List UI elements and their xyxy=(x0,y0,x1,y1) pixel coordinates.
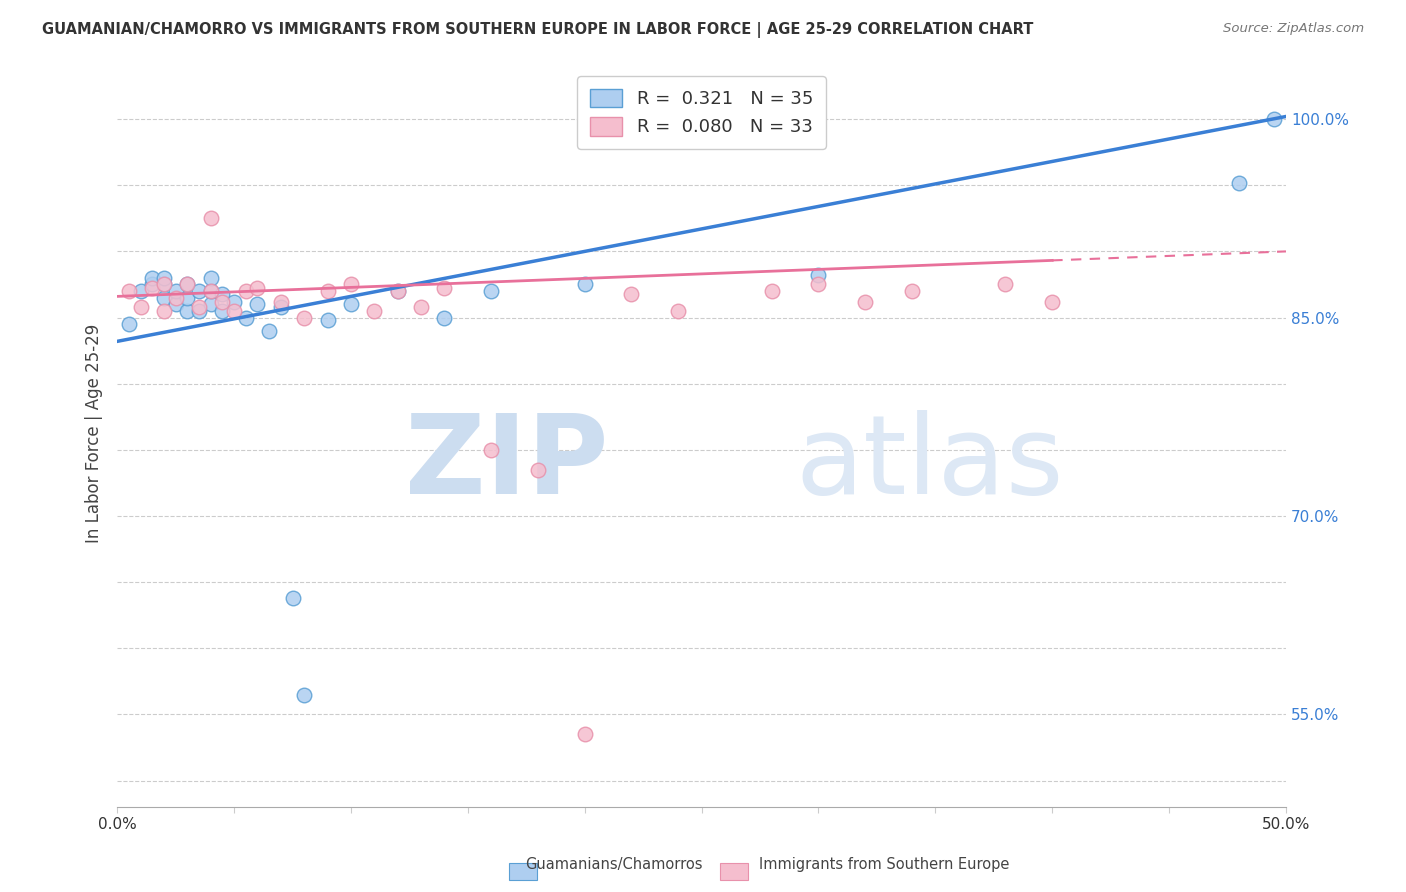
Point xyxy=(141,277,163,292)
Point xyxy=(141,281,163,295)
Point xyxy=(176,277,198,292)
Point xyxy=(165,284,187,298)
Point xyxy=(153,271,176,285)
Point xyxy=(387,284,409,298)
Point xyxy=(292,310,315,325)
Point xyxy=(211,286,233,301)
Text: ZIP: ZIP xyxy=(405,409,607,516)
Text: Guamanians/Chamorros: Guamanians/Chamorros xyxy=(526,857,703,872)
Point xyxy=(316,284,339,298)
Point xyxy=(270,294,292,309)
Point xyxy=(188,300,211,314)
Point xyxy=(200,297,222,311)
Point xyxy=(853,294,876,309)
Point xyxy=(153,277,176,292)
Point xyxy=(807,268,830,283)
Point xyxy=(235,284,257,298)
Point xyxy=(188,284,211,298)
Point xyxy=(200,284,222,298)
Point xyxy=(433,281,456,295)
Point xyxy=(1040,294,1063,309)
Point xyxy=(211,294,233,309)
Point xyxy=(246,297,269,311)
Text: atlas: atlas xyxy=(794,409,1063,516)
Legend: R =  0.321   N = 35, R =  0.080   N = 33: R = 0.321 N = 35, R = 0.080 N = 33 xyxy=(578,76,825,149)
Point xyxy=(340,297,363,311)
Point xyxy=(246,281,269,295)
Point xyxy=(316,313,339,327)
Point xyxy=(574,277,596,292)
Point xyxy=(257,324,280,338)
Point xyxy=(188,304,211,318)
Point xyxy=(270,300,292,314)
Point xyxy=(176,277,198,292)
Y-axis label: In Labor Force | Age 25-29: In Labor Force | Age 25-29 xyxy=(86,324,103,543)
Text: Source: ZipAtlas.com: Source: ZipAtlas.com xyxy=(1223,22,1364,36)
Point xyxy=(211,304,233,318)
Point xyxy=(479,284,502,298)
Point xyxy=(807,277,830,292)
Point xyxy=(666,304,689,318)
Point xyxy=(292,688,315,702)
Point xyxy=(222,294,245,309)
Point xyxy=(222,304,245,318)
Point xyxy=(153,291,176,305)
Point xyxy=(1227,176,1250,190)
Point xyxy=(761,284,783,298)
Text: Immigrants from Southern Europe: Immigrants from Southern Europe xyxy=(759,857,1010,872)
Point xyxy=(994,277,1017,292)
Point xyxy=(118,284,141,298)
Point xyxy=(165,297,187,311)
Point xyxy=(176,291,198,305)
Point xyxy=(387,284,409,298)
Point xyxy=(479,442,502,457)
Point xyxy=(901,284,924,298)
Point xyxy=(200,271,222,285)
Point xyxy=(129,284,152,298)
Point xyxy=(129,300,152,314)
Point xyxy=(620,286,643,301)
Point xyxy=(176,304,198,318)
Point xyxy=(200,284,222,298)
Point xyxy=(527,463,550,477)
Point xyxy=(340,277,363,292)
Point xyxy=(200,211,222,226)
Point xyxy=(165,291,187,305)
Point xyxy=(141,271,163,285)
Point xyxy=(433,310,456,325)
Point xyxy=(574,727,596,741)
Text: GUAMANIAN/CHAMORRO VS IMMIGRANTS FROM SOUTHERN EUROPE IN LABOR FORCE | AGE 25-29: GUAMANIAN/CHAMORRO VS IMMIGRANTS FROM SO… xyxy=(42,22,1033,38)
Point xyxy=(281,591,304,605)
Point xyxy=(1263,112,1285,127)
Point xyxy=(363,304,385,318)
Point xyxy=(235,310,257,325)
Point xyxy=(409,300,432,314)
Point xyxy=(153,304,176,318)
Point xyxy=(153,277,176,292)
Point xyxy=(118,317,141,331)
